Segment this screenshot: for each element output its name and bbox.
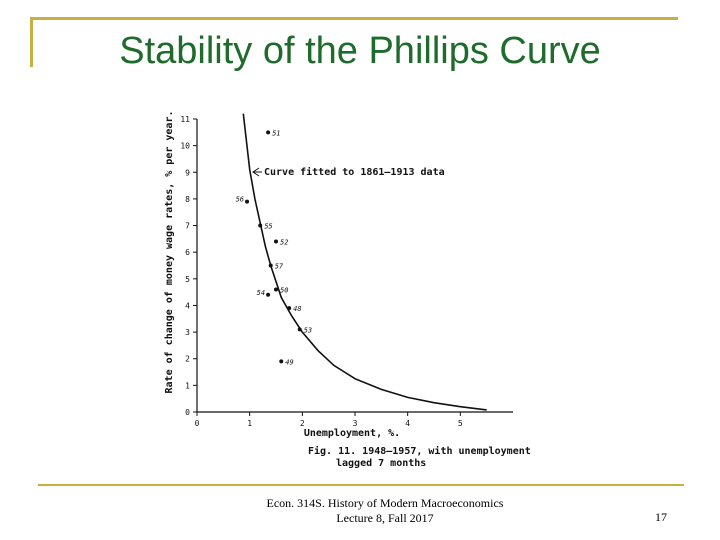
data-point-label: 51 <box>272 129 280 137</box>
footer-course: Econ. 314S. History of Modern Macroecono… <box>266 496 504 510</box>
data-point-57 <box>268 263 273 268</box>
y-axis-label: Rate of change of money wage rates, % pe… <box>164 111 175 394</box>
data-point-label: 52 <box>280 239 288 247</box>
data-point-50 <box>274 287 278 292</box>
x-tick-label: 1 <box>247 419 252 428</box>
data-point-label: 54 <box>257 289 265 297</box>
slide-footer: Econ. 314S. History of Modern Macroecono… <box>250 496 520 526</box>
data-point-label: 56 <box>236 196 244 204</box>
x-tick-label: 5 <box>458 419 463 428</box>
data-point-label: 50 <box>280 286 288 294</box>
y-tick-label: 0 <box>185 408 190 417</box>
chart-axes <box>196 119 513 413</box>
data-point-label: 57 <box>275 263 284 271</box>
slide-title: Stability of the Phillips Curve <box>119 30 601 72</box>
x-tick-label: 4 <box>405 419 410 428</box>
slide-frame-top <box>30 17 678 20</box>
data-point-54 <box>266 292 271 297</box>
y-tick-label: 1 <box>185 381 190 390</box>
y-tick-label: 2 <box>185 355 190 364</box>
figure-caption-line1: Fig. 11. 1948—1957, with unemployment <box>308 445 531 457</box>
y-tick-label: 10 <box>180 142 190 151</box>
data-point-51 <box>266 130 271 135</box>
y-tick-label: 8 <box>185 195 190 204</box>
annotation-arrowhead <box>252 167 260 177</box>
figure-caption-line2: lagged 7 months <box>336 458 426 469</box>
data-point-label: 55 <box>264 223 272 231</box>
slide-frame-left <box>30 17 33 67</box>
data-point-label: 48 <box>293 305 301 313</box>
data-point-49 <box>279 359 284 364</box>
footer-lecture: Lecture 8, Fall 2017 <box>336 511 434 525</box>
y-tick-label: 9 <box>185 168 190 177</box>
y-tick-label: 4 <box>185 301 190 310</box>
x-axis-label: Unemployment, %. <box>304 428 400 439</box>
y-tick-label: 5 <box>185 275 190 284</box>
y-tick-label: 7 <box>185 222 190 231</box>
y-tick-label: 6 <box>185 248 190 257</box>
x-tick-label: 2 <box>300 419 305 428</box>
data-point-53 <box>297 327 302 332</box>
page-number: 17 <box>655 510 667 524</box>
data-points: 51 56 55 52 57 50 54 48 53 49 <box>236 129 313 366</box>
data-point-label: 49 <box>285 358 293 366</box>
slide-frame-bottom <box>38 484 684 486</box>
data-point-55 <box>258 223 263 228</box>
y-tick-label: 3 <box>185 328 190 337</box>
data-point-label: 53 <box>304 326 312 334</box>
data-point-48 <box>287 306 292 311</box>
x-tick-label: 3 <box>353 419 358 428</box>
curve-annotation: Curve fitted to 1861—1913 data <box>264 166 445 178</box>
fitted-curve <box>242 113 487 411</box>
data-point-52 <box>274 239 278 244</box>
data-point-56 <box>245 199 250 204</box>
x-tick-label: 0 <box>195 419 200 428</box>
y-tick-label: 11 <box>180 115 190 124</box>
